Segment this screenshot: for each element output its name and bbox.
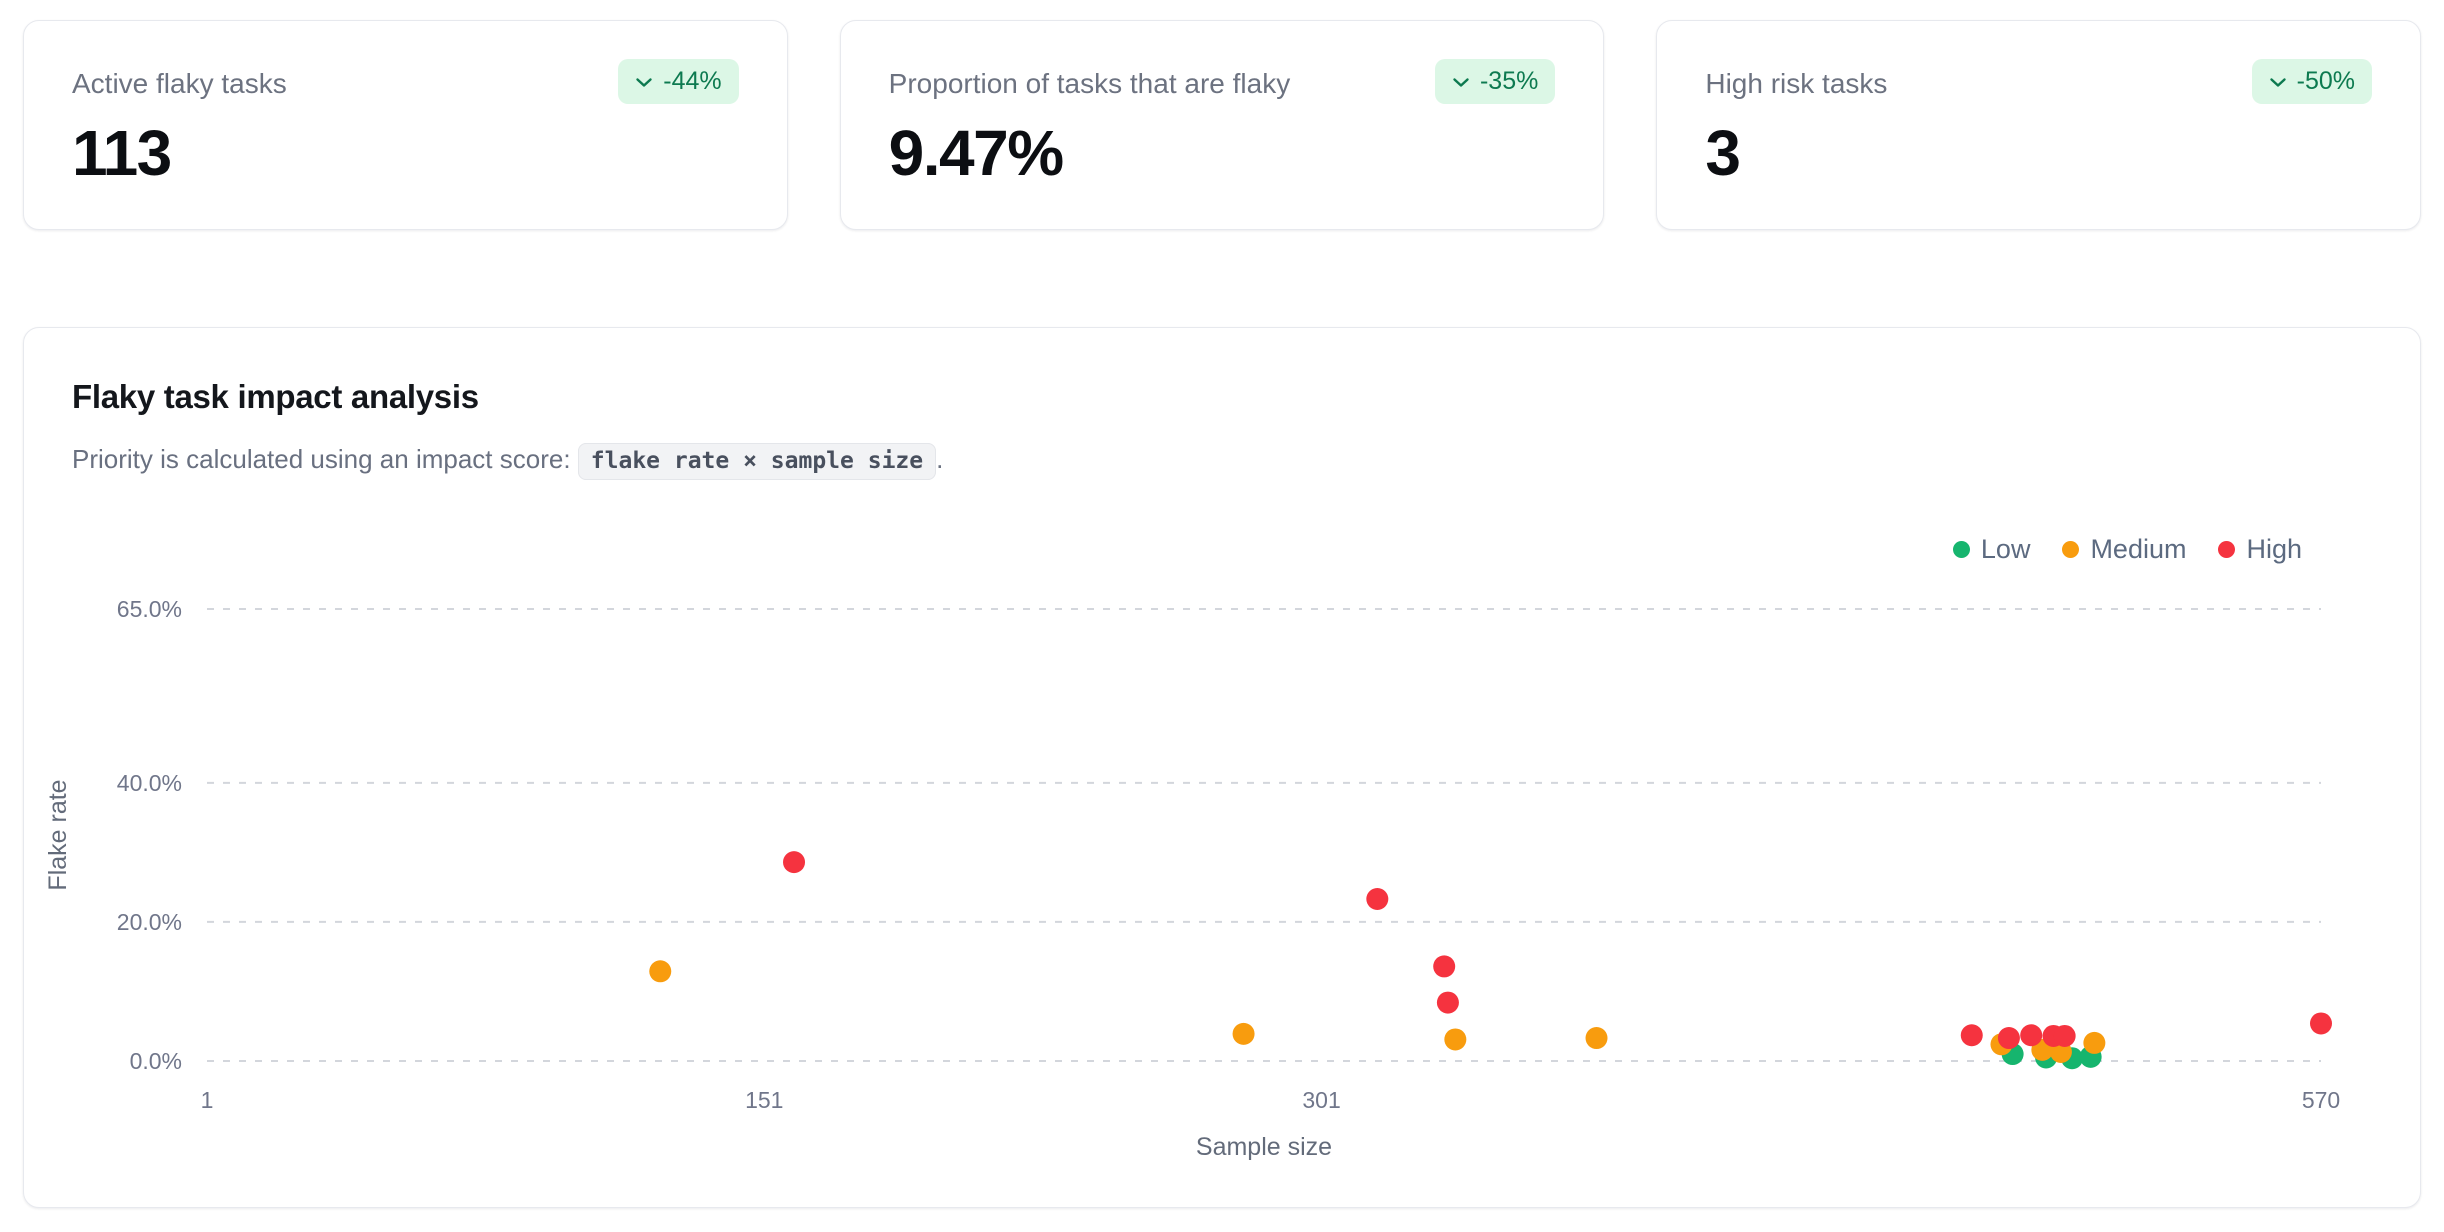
scatter-point-high[interactable]	[1997, 1027, 2020, 1050]
scatter-point-high[interactable]	[2020, 1024, 2043, 1047]
medium-priority-dot-icon	[2062, 541, 2080, 558]
legend-item-low[interactable]: Low	[1952, 534, 2031, 565]
stat-delta-value: -35%	[1479, 67, 1539, 95]
stat-card-flaky-proportion: Proportion of tasks that are flaky -35% …	[839, 20, 1605, 230]
y-axis-title: Flake rate	[44, 779, 72, 890]
high-priority-dot-icon	[2218, 541, 2236, 558]
impact-score-formula: flake rate × sample size	[577, 443, 937, 480]
scatter-point-medium[interactable]	[1444, 1028, 1467, 1051]
stat-label: High risk tasks	[1705, 68, 1888, 99]
x-tick-label: 151	[745, 1087, 783, 1113]
x-tick-label: 301	[1302, 1087, 1340, 1113]
stats-row: Active flaky tasks -44% 113 Proportion o…	[23, 20, 2422, 230]
stat-delta-value: -50%	[2296, 67, 2356, 95]
stat-label: Active flaky tasks	[72, 68, 287, 99]
chevron-down-icon	[1453, 77, 1469, 87]
dashboard: Active flaky tasks -44% 113 Proportion o…	[0, 20, 2444, 1208]
y-tick-label: 0.0%	[130, 1048, 182, 1074]
y-tick-label: 20.0%	[117, 909, 182, 935]
x-axis-title: Sample size	[1196, 1133, 1332, 1161]
stat-delta-badge: -44%	[618, 59, 739, 104]
stat-delta-badge: -35%	[1434, 59, 1556, 104]
chart-card: Flaky task impact analysis Priority is c…	[23, 327, 2421, 1208]
chart-legend: Low Medium High	[1952, 534, 2302, 565]
scatter-point-medium[interactable]	[2083, 1031, 2106, 1054]
stat-card-header: Active flaky tasks -44%	[72, 59, 739, 104]
chevron-down-icon	[2269, 77, 2286, 87]
chart-subtitle: Priority is calculated using an impact s…	[72, 443, 2372, 480]
low-priority-dot-icon	[1952, 541, 1970, 558]
y-tick-label: 65.0%	[117, 596, 182, 622]
stat-delta-value: -44%	[663, 67, 722, 95]
scatter-point-high[interactable]	[1436, 991, 1459, 1014]
chart-subtitle-text: Priority is calculated using an impact s…	[72, 444, 578, 474]
stat-delta-badge: -50%	[2251, 59, 2373, 104]
scatter-point-medium[interactable]	[649, 960, 672, 983]
stat-card-active-flaky-tasks: Active flaky tasks -44% 113	[23, 20, 788, 230]
stat-card-high-risk-tasks: High risk tasks -50% 3	[1656, 20, 2422, 230]
scatter-point-medium[interactable]	[1585, 1027, 1608, 1050]
x-tick-label: 1	[201, 1087, 214, 1113]
stat-value: 113	[72, 117, 172, 189]
legend-label: Low	[1980, 534, 2031, 564]
scatter-point-high[interactable]	[1433, 955, 1456, 978]
scatter-point-high[interactable]	[2310, 1012, 2332, 1035]
chevron-down-icon	[636, 77, 652, 87]
scatter-point-medium[interactable]	[1232, 1022, 1255, 1045]
scatter-plot[interactable]: 0.0% 20.0% 40.0% 65.0% 1 151 301 570 Sample size…	[24, 549, 2420, 1189]
stat-label: Proportion of tasks that are flaky	[888, 68, 1291, 99]
legend-item-medium[interactable]: Medium	[2062, 534, 2186, 565]
y-tick-label: 40.0%	[117, 770, 182, 796]
scatter-point-high[interactable]	[1366, 887, 1389, 910]
stat-value: 9.47%	[888, 117, 1064, 189]
scatter-point-high[interactable]	[783, 851, 806, 874]
x-tick-label: 570	[2302, 1087, 2340, 1113]
chart-subtitle-period: .	[936, 444, 944, 474]
legend-label: Medium	[2090, 534, 2187, 564]
chart-title: Flaky task impact analysis	[72, 378, 479, 415]
scatter-point-high[interactable]	[2053, 1024, 2076, 1047]
scatter-point-high[interactable]	[1960, 1024, 1983, 1047]
stat-card-header: Proportion of tasks that are flaky -35%	[888, 59, 1556, 104]
legend-item-high[interactable]: High	[2218, 534, 2302, 565]
legend-label: High	[2246, 534, 2302, 564]
stat-value: 3	[1705, 117, 1741, 189]
stat-card-header: High risk tasks -50%	[1705, 59, 2373, 104]
